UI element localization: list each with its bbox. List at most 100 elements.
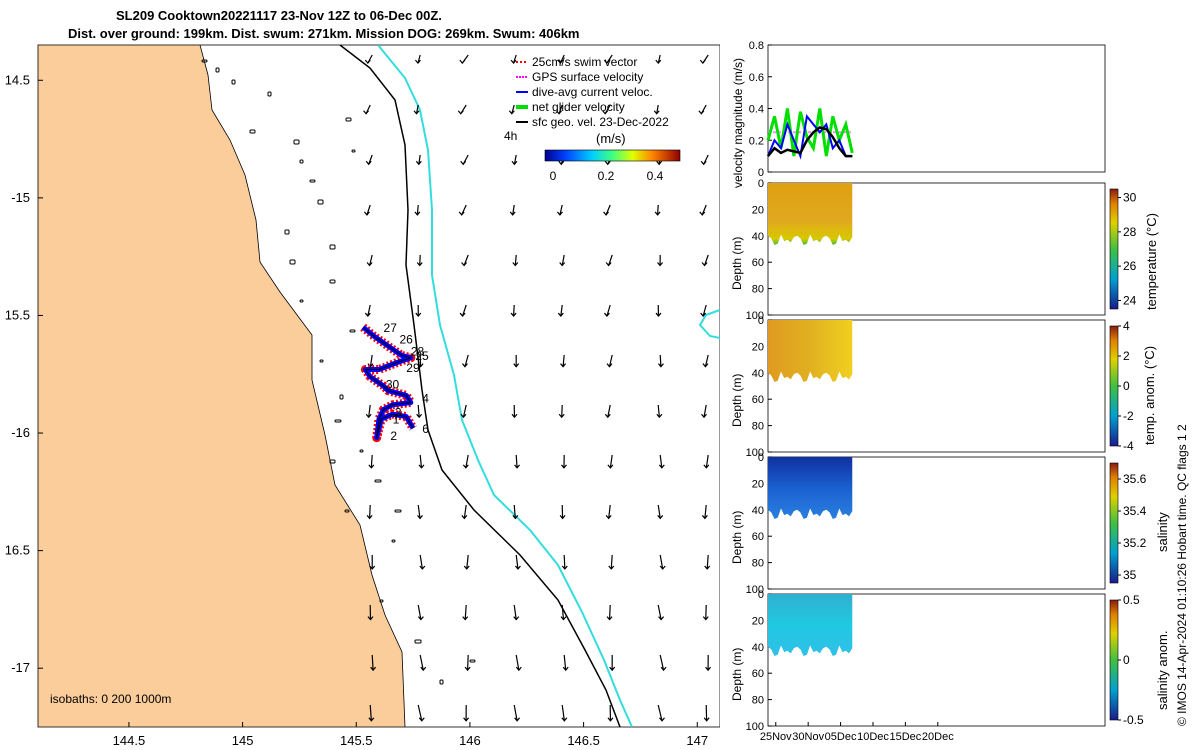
- geo-velocity-arrowhead: [364, 312, 371, 317]
- geo-velocity-arrowhead: [702, 616, 709, 621]
- map-ytick-label: 16.5: [5, 543, 30, 558]
- colorbar-tick-0: 0: [550, 169, 557, 183]
- geo-velocity-arrow: [657, 204, 659, 215]
- map-xtick-label: 145: [232, 733, 254, 748]
- colorbar-tick-label: 35.4: [1123, 504, 1147, 518]
- geo-velocity-arrowhead: [699, 211, 706, 216]
- geo-velocity-arrow: [610, 554, 613, 570]
- depth-ytick-label: 60: [752, 531, 764, 543]
- geo-velocity-arrowhead: [603, 211, 609, 216]
- colorbar-tick-2: 0.4: [647, 169, 664, 183]
- geo-velocity-arrowhead: [701, 262, 708, 267]
- geo-velocity-arrow: [464, 604, 467, 620]
- reef-outline: [349, 329, 356, 333]
- isobath-1000m-east: [698, 309, 720, 339]
- track-day-label: 1: [393, 413, 400, 427]
- geo-velocity-arrow: [417, 704, 423, 721]
- geo-velocity-arrowhead: [365, 160, 372, 166]
- geo-velocity-arrowhead: [511, 413, 518, 419]
- depth-ytick-label: 60: [752, 394, 764, 406]
- geo-velocity-arrowhead: [414, 59, 421, 65]
- geo-velocity-arrow: [657, 404, 660, 418]
- geo-velocity-arrowhead: [369, 565, 376, 570]
- colorbar-tick-label: 24: [1123, 293, 1137, 307]
- time-xtick-label: 30Nov: [792, 731, 824, 743]
- geo-velocity-arrowhead: [660, 666, 667, 672]
- depth-ytick-label: 20: [752, 341, 764, 353]
- geo-velocity-arrowhead: [514, 565, 521, 570]
- map-xtick-label: 145.5: [340, 733, 373, 748]
- geo-velocity-arrowhead: [365, 413, 372, 419]
- geo-velocity-arrowhead: [415, 160, 422, 166]
- geo-velocity-arrow: [512, 204, 515, 215]
- geo-velocity-arrowhead: [414, 211, 421, 216]
- geo-velocity-arrow: [416, 204, 419, 215]
- geo-velocity-arrowhead: [659, 717, 665, 722]
- geo-velocity-arrowhead: [420, 666, 427, 672]
- colorbar-tick-label: 0.5: [1123, 593, 1140, 607]
- depth-ytick-label: 40: [752, 642, 764, 654]
- geo-velocity-arrowhead: [514, 464, 521, 469]
- geo-velocity-arrow: [703, 404, 707, 418]
- geo-velocity-arrowhead: [511, 160, 518, 166]
- geo-velocity-arrowhead: [510, 59, 517, 65]
- isobaths-note: isobaths: 0 200 1000m: [50, 692, 171, 706]
- track-day-label: 28: [411, 344, 425, 358]
- geo-velocity-arrow: [515, 654, 520, 671]
- geo-velocity-arrow: [561, 704, 565, 721]
- geo-velocity-arrow: [563, 554, 566, 570]
- reef-outline: [329, 279, 336, 284]
- speed-colorbar: [544, 149, 681, 162]
- isobath-200m: [339, 45, 621, 727]
- geo-velocity-arrow: [561, 604, 565, 620]
- map-xtick-label: 146.5: [567, 733, 600, 748]
- geo-velocity-arrow: [369, 354, 373, 367]
- geo-velocity-arrowhead: [703, 464, 710, 469]
- ylabel-velocity: velocity magnitude (m/s): [731, 57, 745, 188]
- geo-velocity-arrowhead: [458, 211, 465, 216]
- geo-velocity-arrowhead: [363, 211, 370, 216]
- map-ytick-label: -16: [11, 425, 30, 440]
- legend-label: dive-avg current veloc.: [532, 85, 653, 99]
- geo-velocity-arrow: [702, 304, 707, 317]
- cbar-label-salinity: salinity: [1155, 512, 1170, 552]
- depth-ytick-label: 80: [752, 695, 764, 707]
- colorbar-tick-label: 0: [1123, 379, 1130, 393]
- depth-ytick-label: 40: [752, 231, 764, 243]
- geo-velocity-arrowhead: [654, 211, 661, 216]
- map-ytick-label: 15.5: [5, 307, 30, 322]
- geo-velocity-arrow: [608, 504, 611, 519]
- geo-velocity-arrowhead: [607, 717, 614, 722]
- geo-velocity-arrow: [659, 554, 664, 570]
- geo-velocity-arrowhead: [560, 616, 567, 621]
- depth-ytick-label: 60: [752, 257, 764, 269]
- depth-ytick-label: 100: [746, 721, 764, 733]
- geo-velocity-arrow: [371, 654, 374, 671]
- geo-velocity-arrowhead: [657, 515, 664, 520]
- geo-velocity-arrow: [419, 554, 423, 570]
- geo-velocity-arrow: [559, 204, 563, 216]
- geo-velocity-arrow: [465, 454, 469, 468]
- colorbar-units: (m/s): [596, 131, 626, 146]
- velocity-series-mean: [767, 126, 853, 158]
- geo-velocity-arrow: [513, 604, 517, 620]
- geo-velocity-arrow: [368, 254, 373, 266]
- colorbar-tick-label: 0: [1123, 653, 1130, 667]
- geo-velocity-arrow: [659, 354, 662, 367]
- geo-velocity-arrowhead: [562, 666, 569, 672]
- profile-field-temp-anomaly: [768, 320, 853, 382]
- depth-ytick-label: 100: [746, 310, 764, 322]
- reef-outline: [284, 229, 290, 235]
- colorbar-tick-label: 35: [1123, 568, 1137, 582]
- geo-velocity-arrowhead: [560, 464, 567, 469]
- depth-ytick-label: 0: [758, 315, 764, 327]
- geo-velocity-arrow: [467, 654, 469, 671]
- geo-velocity-arrowhead: [367, 616, 374, 621]
- geo-velocity-arrowhead: [656, 413, 663, 419]
- geo-velocity-arrowhead: [605, 262, 612, 267]
- velocity-series-dive: [767, 114, 853, 160]
- depth-ytick-label: 60: [752, 668, 764, 680]
- geo-velocity-arrow: [366, 204, 371, 216]
